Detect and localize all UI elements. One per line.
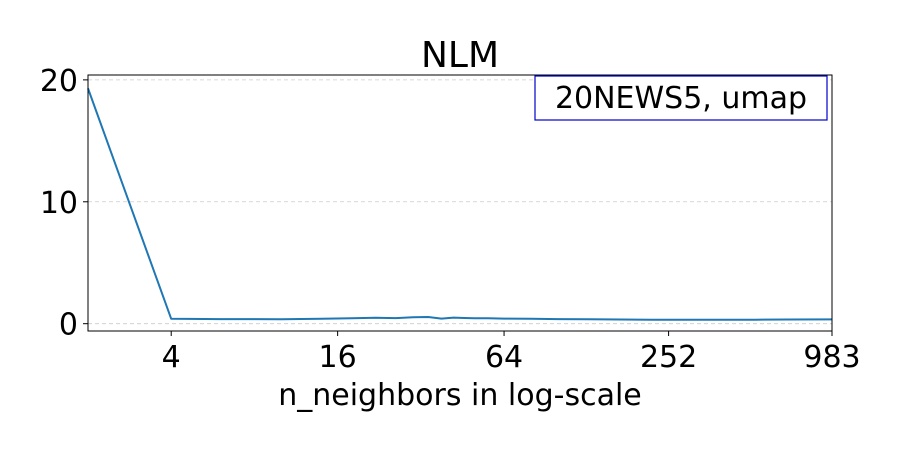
- y-tick-label: 0: [59, 308, 78, 343]
- x-tick-label: 64: [485, 340, 523, 375]
- plot-area-frame: [87, 74, 833, 332]
- series-layer: [87, 88, 833, 321]
- annotation-text: 20NEWS5, umap: [555, 81, 807, 116]
- y-tick-label: 10: [40, 186, 78, 221]
- x-tick-label: 4: [162, 340, 181, 375]
- x-tick-label: 16: [319, 340, 357, 375]
- annotation-border: [534, 75, 828, 121]
- x-axis-label: n_neighbors in log-scale: [278, 378, 642, 413]
- x-tick-label: 983: [803, 340, 860, 375]
- x-axis: 4 16 64 252 983: [162, 331, 861, 375]
- x-tick-label: 252: [640, 340, 697, 375]
- series-line: [87, 88, 833, 321]
- annotation-box: 20NEWS5, umap: [534, 75, 828, 121]
- y-axis: 0 10 20: [40, 64, 88, 343]
- chart-title: NLM: [421, 35, 499, 76]
- y-tick-label: 20: [40, 64, 78, 99]
